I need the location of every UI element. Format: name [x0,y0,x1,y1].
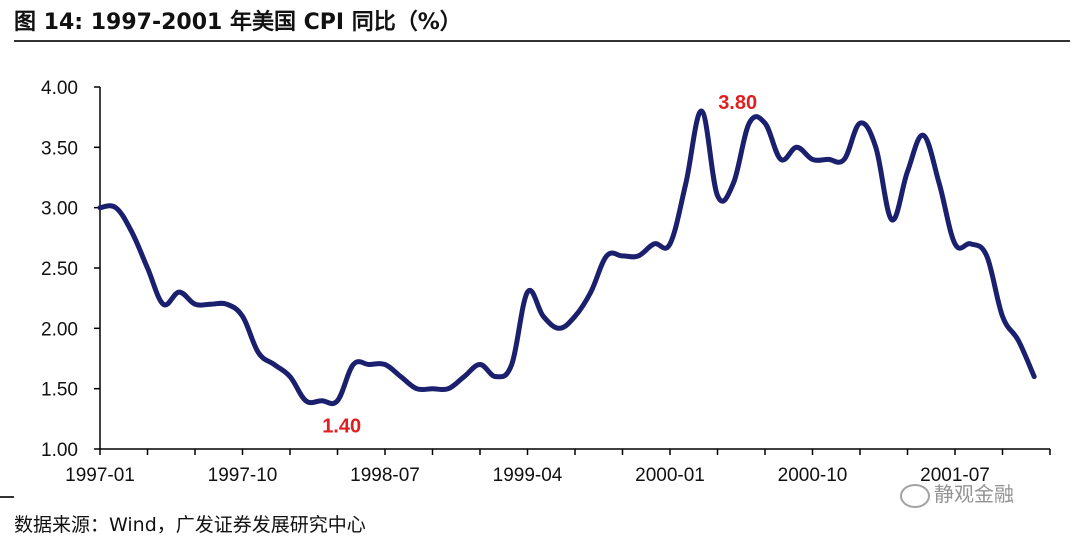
x-tick-label: 2001-07 [920,465,990,486]
data-label: 3.80 [718,92,757,114]
x-tick-label: 1999-04 [493,465,563,486]
chart-axes [94,86,1051,455]
x-tick-label: 2000-10 [778,465,848,486]
x-tick-label: 1997-01 [65,465,135,486]
y-tick-label: 1.50 [41,380,78,401]
data-annotations: 3.80 1.40 [322,92,757,438]
wechat-icon [900,483,930,508]
source-note: 数据来源：Wind，广发证券发展研究中心 [14,514,366,536]
x-tick-label: 2000-01 [635,465,705,486]
source-rule [0,496,14,498]
title-underline [14,40,1070,42]
series-line-cpi [97,108,1037,407]
x-tick-label: 1998-07 [350,465,420,486]
watermark: 静观金融 [900,478,1014,508]
chart-title: 图 14: 1997-2001 年美国 CPI 同比（%） [14,10,462,35]
watermark-text: 静观金融 [934,482,1014,506]
x-tick-label: 1997-10 [208,465,278,486]
y-tick-label: 3.50 [41,138,78,159]
y-tick-labels: 1.00 1.50 2.00 2.50 3.00 3.50 4.00 [41,78,78,461]
y-tick-label: 3.00 [41,199,78,220]
y-tick-label: 2.00 [41,319,78,340]
x-tick-labels: 1997-01 1997-10 1998-07 1999-04 2000-01 2000-… [65,465,990,486]
y-tick-label: 2.50 [41,259,78,280]
data-label: 1.40 [322,416,361,438]
y-tick-label: 4.00 [41,78,78,99]
y-tick-label: 1.00 [41,440,78,461]
